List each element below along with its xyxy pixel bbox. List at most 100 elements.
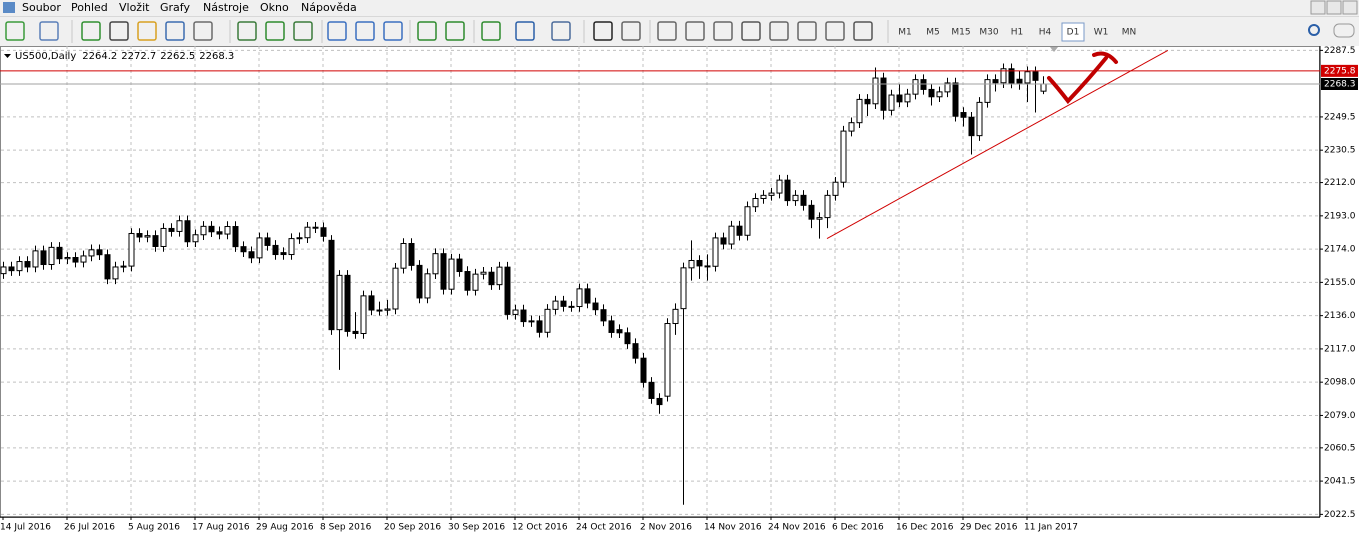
open: 2264.2	[82, 51, 117, 62]
x-tick-label: 17 Aug 2016	[192, 523, 250, 533]
x-tick-label: 29 Dec 2016	[960, 523, 1018, 533]
candle-body	[480, 271, 487, 275]
candle-body	[912, 79, 919, 95]
candle-body	[880, 77, 887, 111]
y-tick-label: 2230.5	[1324, 146, 1356, 156]
restore-button[interactable]	[1326, 0, 1342, 15]
candle-body	[792, 194, 799, 202]
candle-body	[800, 194, 807, 206]
candle-body	[344, 274, 351, 332]
timeframe-button[interactable]: MN	[1122, 28, 1137, 38]
candle-body	[600, 309, 607, 322]
level-label-box	[1321, 64, 1358, 77]
y-tick-label: 2117.0	[1324, 344, 1356, 354]
menu-item[interactable]: Grafy	[160, 1, 190, 14]
toolbar-button[interactable]	[713, 21, 733, 41]
candle-body	[72, 257, 79, 263]
candle-body	[0, 266, 7, 275]
candle-body	[936, 91, 943, 98]
candle-body	[1040, 83, 1047, 92]
toolbar-button[interactable]	[445, 21, 465, 41]
candle-body	[512, 309, 519, 315]
toolbar-button[interactable]	[109, 21, 129, 41]
header-arrow[interactable]	[4, 54, 11, 58]
chart: 2022.5 2041.5 2060.5 2079.0 2098.0 2117.0 2136…	[0, 46, 1358, 533]
x-tick-label: 6 Dec 2016	[832, 523, 884, 533]
toolbar-button[interactable]	[39, 21, 59, 41]
candle-body	[200, 225, 207, 236]
toolbar-button[interactable]	[657, 21, 677, 41]
toolbar-button[interactable]	[741, 21, 761, 41]
toolbar-button[interactable]	[825, 21, 845, 41]
toolbar-button[interactable]	[293, 21, 313, 41]
timeframe-button[interactable]: W1	[1094, 28, 1109, 38]
close-button[interactable]	[1342, 0, 1358, 15]
x-tick-label: 26 Jul 2016	[64, 523, 115, 533]
toolbar-button[interactable]	[327, 21, 347, 41]
candle-body	[840, 130, 847, 183]
toolbar-button[interactable]	[383, 21, 403, 41]
candle-body	[752, 198, 759, 208]
candle-body	[264, 237, 271, 246]
candle-body	[384, 308, 391, 311]
candle-body	[64, 257, 71, 260]
x-tick-label: 14 Nov 2016	[704, 523, 762, 533]
toolbar-button[interactable]	[769, 21, 789, 41]
toolbar-button[interactable]	[551, 21, 571, 41]
candle-body	[160, 227, 167, 247]
timeframe-button[interactable]: H4	[1039, 28, 1052, 38]
candle-body	[440, 253, 447, 290]
toolbar-button[interactable]	[237, 21, 257, 41]
toolbar-button[interactable]	[417, 21, 437, 41]
menu-item[interactable]: Okno	[260, 1, 289, 14]
toolbar-button[interactable]	[81, 21, 101, 41]
candle-body	[544, 308, 551, 333]
candle-body	[216, 231, 223, 235]
y-tick-label: 2079.0	[1324, 411, 1356, 421]
minimize-button[interactable]	[1310, 0, 1326, 15]
candle-body	[984, 79, 991, 103]
timeframe-button[interactable]: M1	[898, 28, 912, 38]
candle-body	[88, 249, 95, 257]
menu-item[interactable]: Pohled	[71, 1, 108, 14]
menu-item[interactable]: Nápověda	[301, 1, 357, 14]
toolbar-button[interactable]	[355, 21, 375, 41]
menu-item[interactable]: Nástroje	[203, 1, 249, 14]
toolbar-button[interactable]	[685, 21, 705, 41]
menu-item[interactable]: Soubor	[22, 1, 61, 14]
toolbar-button[interactable]	[165, 21, 185, 41]
candle-body	[528, 320, 535, 323]
toolbar-button[interactable]	[481, 21, 501, 41]
toolbar-button[interactable]	[137, 21, 157, 41]
candle-body	[128, 233, 135, 267]
trendline	[826, 49, 1169, 240]
timeframe-button[interactable]: M15	[951, 28, 970, 38]
toolbar-button[interactable]	[265, 21, 285, 41]
toolbar-button[interactable]	[797, 21, 817, 41]
candle-body	[976, 101, 983, 137]
timeframe-button[interactable]: M30	[979, 28, 998, 38]
toolbar-button[interactable]	[621, 21, 641, 41]
candle-body	[192, 234, 199, 243]
close: 2268.3	[199, 51, 234, 62]
menu-item[interactable]: Vložit	[119, 1, 150, 14]
candle-body	[848, 122, 855, 132]
chat-button[interactable]	[1333, 23, 1355, 38]
toolbar-button[interactable]	[593, 21, 613, 41]
timeframe-button[interactable]: D1	[1067, 28, 1080, 38]
candle-body	[536, 320, 543, 333]
toolbar-button[interactable]	[193, 21, 213, 41]
x-tick-label: 24 Nov 2016	[768, 523, 826, 533]
toolbar-button[interactable]	[515, 21, 535, 41]
candle-body	[152, 235, 159, 247]
candle-body	[456, 258, 463, 273]
candle-body	[432, 253, 439, 275]
toolbar-button[interactable]	[5, 21, 25, 41]
timeframe-button[interactable]: M5	[926, 28, 940, 38]
search-button[interactable]	[1308, 24, 1320, 36]
candle-body	[648, 381, 655, 399]
candle-body	[624, 332, 631, 345]
timeframe-button[interactable]: H1	[1011, 28, 1024, 38]
toolbar-button[interactable]	[853, 21, 873, 41]
high: 2272.7	[121, 51, 156, 62]
